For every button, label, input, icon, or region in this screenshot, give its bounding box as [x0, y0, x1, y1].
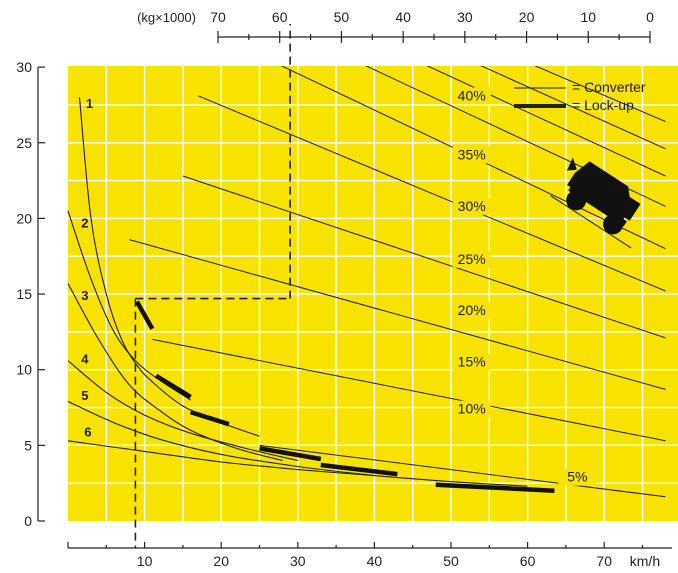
- x-axis-unit: km/h: [630, 553, 660, 569]
- x-tick-label: 70: [596, 553, 612, 569]
- grade-label: 35%: [458, 146, 486, 162]
- grade-label: 15%: [458, 354, 486, 370]
- x-tick-label: 10: [137, 553, 153, 569]
- gear-label: 6: [84, 424, 91, 439]
- gear-label: 5: [81, 388, 88, 403]
- x-tick-label: 30: [290, 553, 306, 569]
- grade-label: 40%: [458, 87, 486, 103]
- y-tick-label: 30: [16, 59, 32, 75]
- top-tick-label: 0: [646, 9, 654, 25]
- legend-entry: = Lock-up: [572, 97, 634, 113]
- grade-label: 25%: [458, 251, 486, 267]
- top-tick-label: 60: [272, 9, 288, 25]
- top-axis-label: (kg×1000): [137, 10, 196, 25]
- y-tick-label: 20: [16, 210, 32, 226]
- x-tick-label: 60: [520, 553, 536, 569]
- gear-label: 1: [86, 96, 93, 111]
- grid: [68, 66, 678, 521]
- legend-entry: = Converter: [572, 79, 646, 95]
- grade-label: 30%: [458, 198, 486, 214]
- gear-label: 4: [81, 352, 89, 367]
- grade-label: 20%: [458, 302, 486, 318]
- grade-label: 10%: [458, 401, 486, 417]
- top-tick-label: 20: [519, 9, 535, 25]
- x-tick-label: 20: [213, 553, 229, 569]
- x-tick-label: 50: [443, 553, 459, 569]
- grade-label: 5%: [567, 469, 587, 485]
- top-tick-label: 30: [457, 9, 473, 25]
- y-tick-label: 5: [24, 437, 32, 453]
- gear-label: 3: [81, 288, 88, 303]
- top-tick-label: 40: [395, 9, 411, 25]
- gear-label: 2: [81, 215, 88, 230]
- x-tick-label: 40: [367, 553, 383, 569]
- y-tick-label: 25: [16, 135, 32, 151]
- top-tick-label: 10: [580, 9, 596, 25]
- top-tick-label: 50: [334, 9, 350, 25]
- top-tick-label: 70: [210, 9, 226, 25]
- y-tick-label: 0: [24, 513, 32, 529]
- y-tick-label: 15: [16, 286, 32, 302]
- y-tick-label: 10: [16, 362, 32, 378]
